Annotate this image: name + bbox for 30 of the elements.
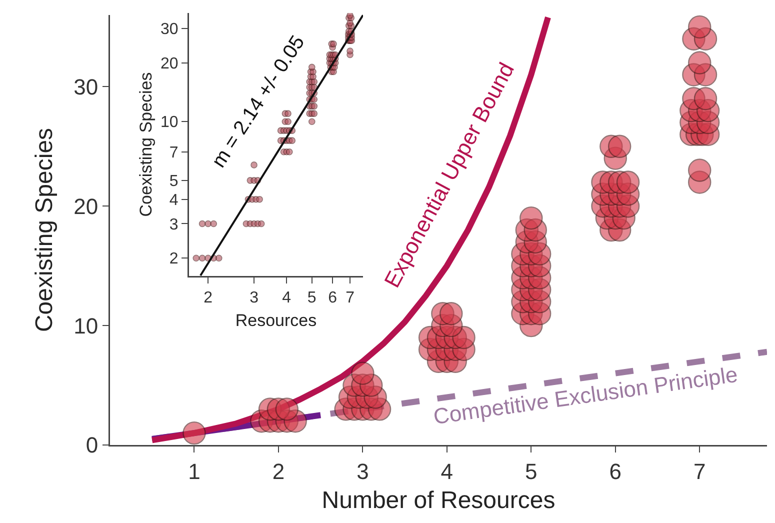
y-tick-label: 10	[74, 313, 98, 338]
y-tick-label: 0	[86, 432, 98, 458]
x-axis-title: Number of Resources	[322, 486, 556, 514]
y-tick-label: 30	[160, 21, 178, 38]
y-tick-label: 20	[74, 194, 98, 219]
y-tick-label: 4	[169, 192, 178, 209]
x-tick-label: 5	[307, 290, 316, 307]
y-tick-label: 7	[169, 144, 178, 162]
x-tick-label: 6	[609, 458, 622, 484]
annotation: Competitive Exclusion Principle	[432, 362, 740, 430]
y-tick-label: 3	[169, 216, 178, 234]
x-axis-title: Resources	[235, 310, 317, 330]
y-tick-label: 2	[169, 250, 178, 268]
x-tick-label: 3	[356, 458, 369, 484]
y-axis-title: Coexisting Species	[136, 72, 156, 217]
x-tick-label: 2	[272, 458, 285, 484]
x-tick-label: 7	[693, 458, 706, 484]
x-tick-label: 7	[346, 290, 355, 307]
x-tick-label: 2	[204, 290, 213, 307]
y-tick-label: 30	[74, 74, 98, 100]
x-tick-label: 6	[328, 290, 338, 307]
x-tick-label: 1	[188, 458, 200, 484]
y-tick-label: 5	[169, 173, 178, 190]
y-tick-label: 20	[160, 55, 178, 72]
x-tick-label: 4	[282, 290, 292, 307]
y-axis-title: Coexisting Species	[30, 128, 58, 332]
x-tick-label: 3	[250, 290, 259, 307]
y-tick-label: 10	[160, 114, 178, 132]
x-tick-label: 5	[525, 458, 538, 484]
x-tick-label: 4	[440, 458, 454, 484]
